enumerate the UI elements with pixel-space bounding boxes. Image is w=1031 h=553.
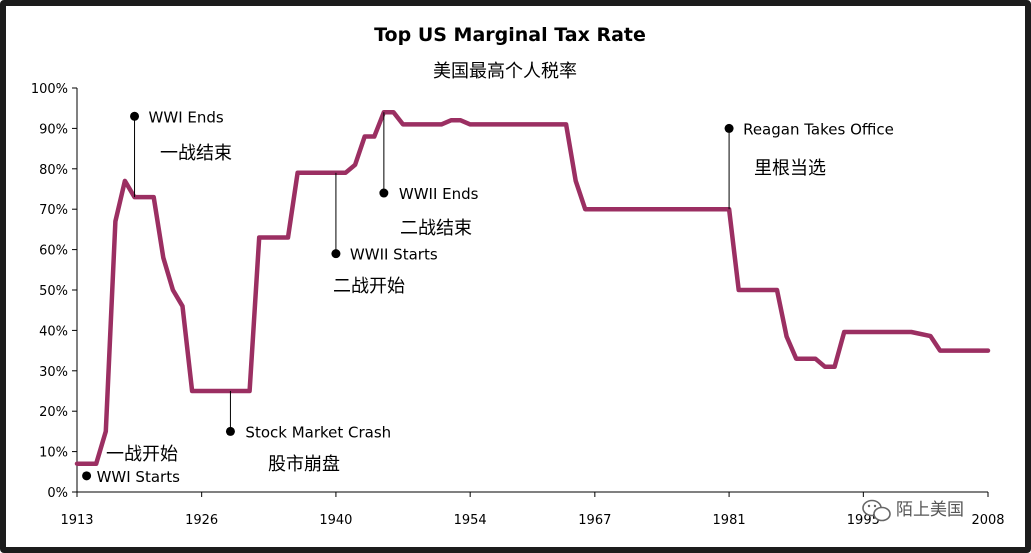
y-tick-label: 40% [39, 324, 68, 339]
series-layer [74, 109, 991, 466]
annotation-marker [225, 426, 235, 436]
annotation-marker [724, 123, 734, 133]
y-tick-label: 100% [31, 82, 68, 97]
axes: 0% 10% 20% 30% 40% 50% 60% 70% 80% 90% 100% 1913 192… [31, 82, 1005, 528]
annotation-layer: WWI Starts 一战开始 WWI Ends 一战结束 Stock Market C… [82, 108, 894, 486]
annotation-label: WWI Starts [97, 468, 180, 486]
annotation: Stock Market Crash 股市崩盘 [225, 391, 391, 475]
y-tick-label: 10% [39, 446, 68, 461]
annotation-label-zh: 里根当选 [754, 158, 826, 179]
annotation-label: WWII Starts [350, 246, 438, 264]
x-tick-label: 1967 [578, 513, 611, 528]
annotation: WWII Ends 二战结束 [379, 112, 479, 239]
annotation-marker [379, 188, 389, 198]
y-tick-label: 20% [39, 405, 68, 420]
x-tick-label: 1913 [60, 513, 93, 528]
x-tick-label: 1981 [713, 513, 746, 528]
y-tick-label: 60% [39, 244, 68, 259]
annotation-label: Stock Market Crash [245, 423, 391, 441]
annotation: WWI Ends 一战结束 [130, 108, 232, 198]
annotation-label: WWI Ends [149, 108, 224, 126]
y-tick-label: 50% [39, 284, 68, 299]
annotation: WWI Starts 一战开始 [82, 444, 180, 486]
annotation-label-zh: 二战开始 [333, 276, 405, 297]
x-tick-label: 1926 [185, 513, 218, 528]
x-tick-label: 1940 [319, 513, 352, 528]
annotation-label-zh: 二战结束 [400, 218, 472, 239]
y-tick-label: 70% [39, 203, 68, 218]
wechat-icon [862, 499, 891, 522]
x-tick-label: 1954 [454, 513, 487, 528]
y-tick-label: 30% [39, 365, 68, 380]
annotation-label-zh: 股市崩盘 [268, 454, 340, 475]
y-tick-label: 0% [47, 486, 68, 501]
annotation-label-zh: 一战开始 [106, 444, 178, 465]
watermark: 陌上美国 [862, 499, 964, 522]
x-tick-label: 2008 [971, 513, 1004, 528]
annotation: Reagan Takes Office 里根当选 [724, 120, 894, 210]
chart-subtitle: 美国最高个人税率 [433, 61, 577, 82]
y-tick-label: 90% [39, 122, 68, 137]
chart-title: Top US Marginal Tax Rate [374, 24, 646, 46]
y-tick-label: 80% [39, 163, 68, 178]
annotation-label: WWII Ends [399, 185, 479, 203]
annotation-label-zh: 一战结束 [160, 143, 232, 164]
annotation-marker [130, 111, 140, 121]
x-tick-label: 1995 [847, 513, 880, 528]
watermark-text: 陌上美国 [896, 500, 964, 520]
annotation-marker [82, 471, 92, 481]
annotation-label: Reagan Takes Office [743, 120, 894, 138]
annotation-marker [331, 249, 341, 259]
annotation: WWII Starts 二战开始 [331, 172, 438, 297]
series-line [74, 109, 991, 466]
